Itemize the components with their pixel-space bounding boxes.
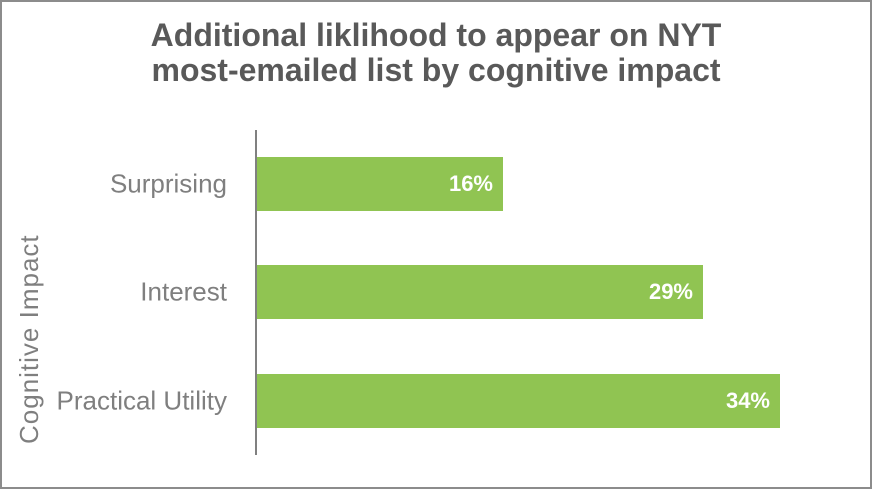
chart-title-line-2: most-emailed list by cognitive impact: [151, 52, 721, 89]
chart-title: Additional liklihood to appear on NYT mo…: [2, 17, 870, 89]
value-label: 29%: [648, 279, 693, 305]
plot-area: Surprising 16% Interest 29% Practical Utilit…: [57, 130, 870, 455]
category-label: Surprising: [109, 168, 227, 199]
y-axis-title: Cognitive Impact: [14, 234, 44, 444]
category-label: Interest: [140, 276, 227, 307]
bar: 29%: [257, 265, 703, 320]
bar: 16%: [257, 157, 503, 212]
bar-row: Surprising 16%: [110, 130, 870, 238]
bar: 34%: [257, 373, 780, 428]
bar-row: Practical Utility 34%: [57, 347, 870, 455]
category-label: Practical Utility: [56, 385, 227, 416]
value-label: 16%: [448, 171, 493, 197]
chart-title-line-1: Additional liklihood to appear on NYT: [150, 17, 722, 53]
bar-row: Interest 29%: [140, 238, 870, 346]
value-label: 34%: [725, 387, 770, 413]
